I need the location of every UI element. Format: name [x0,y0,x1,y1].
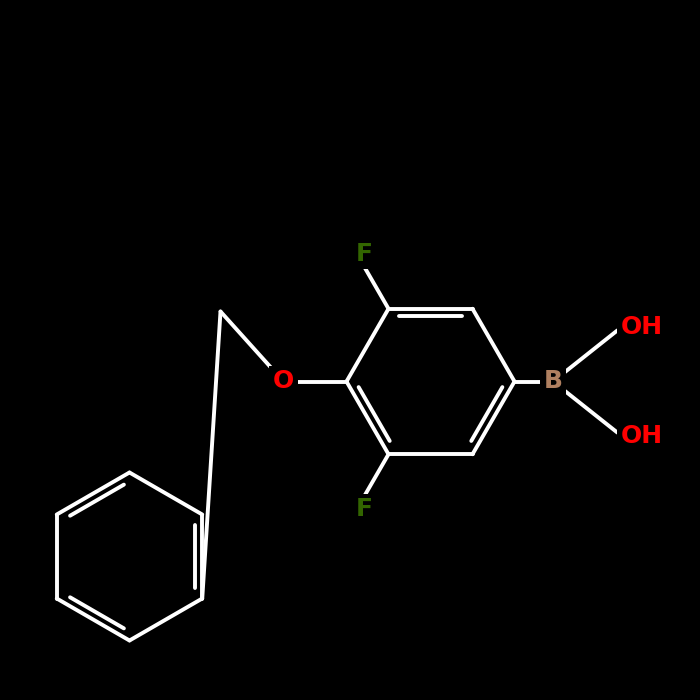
Text: OH: OH [621,424,663,448]
Text: F: F [356,241,372,266]
Text: O: O [273,370,294,393]
Text: B: B [543,370,563,393]
Text: F: F [356,497,372,522]
Text: OH: OH [621,315,663,339]
